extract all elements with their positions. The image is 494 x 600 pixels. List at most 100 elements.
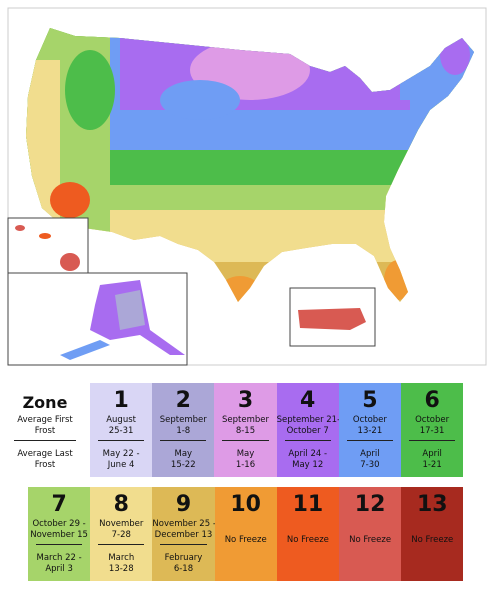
first-frost-line: 7-28 bbox=[111, 530, 131, 540]
last-frost-line: 6-18 bbox=[173, 564, 194, 574]
zone-number: 3 bbox=[237, 388, 254, 413]
last-frost-line: 7-30 bbox=[360, 460, 380, 470]
divider bbox=[98, 544, 145, 545]
last-frost-line: March bbox=[108, 553, 135, 563]
first-frost: October 29 - November 15 bbox=[28, 519, 90, 541]
last-frost-line: 1-21 bbox=[422, 460, 442, 470]
zone-cell: 5 October 13-21 April 7-30 bbox=[338, 383, 401, 477]
first-frost-line: September bbox=[159, 415, 207, 425]
first-frost-line: November 15 bbox=[30, 530, 88, 540]
last-frost-line: 13-28 bbox=[108, 564, 134, 574]
zone-number: 5 bbox=[362, 388, 378, 413]
last-frost: April 7-30 bbox=[339, 449, 401, 471]
zone-label: Zone bbox=[22, 393, 68, 412]
first-frost-line: October bbox=[352, 415, 387, 425]
first-frost: August 25-31 bbox=[90, 415, 152, 437]
zone-number: 8 bbox=[113, 492, 129, 517]
last-frost-line: May bbox=[236, 449, 255, 459]
first-frost-line: October 7 bbox=[286, 426, 329, 436]
zone-cell: 12 No Freeze bbox=[339, 487, 402, 581]
no-freeze-line: No Freeze bbox=[411, 535, 454, 545]
zone-number: 11 bbox=[292, 492, 324, 517]
divider bbox=[222, 440, 269, 441]
last-frost-line: 15-22 bbox=[170, 460, 196, 470]
last-frost: April 24 - May 12 bbox=[277, 449, 339, 471]
no-freeze-line: No Freeze bbox=[349, 535, 392, 545]
first-frost: September 8-15 bbox=[214, 415, 276, 437]
last-frost-label: Average Last Frost bbox=[17, 449, 73, 470]
zone-cell: 8 November 7-28 March 13-28 bbox=[90, 487, 153, 581]
no-freeze: No Freeze bbox=[277, 535, 339, 546]
last-frost-line: February bbox=[164, 553, 203, 563]
last-frost: April 1-21 bbox=[401, 449, 463, 471]
zone-cell: 6 October 17-31 April 1-21 bbox=[401, 383, 464, 477]
zone-number: 9 bbox=[175, 492, 192, 517]
zone-cell: 7 October 29 - November 15 March 22 - April … bbox=[28, 487, 91, 581]
hardiness-map bbox=[7, 7, 487, 366]
first-frost-line: 1-8 bbox=[176, 426, 191, 436]
map-frame bbox=[7, 7, 487, 366]
zone-number: 13 bbox=[416, 492, 448, 517]
first-frost-line: September 21- bbox=[276, 415, 341, 425]
no-freeze: No Freeze bbox=[215, 535, 277, 546]
zone-cell: 2 September 1-8 May 15-22 bbox=[152, 383, 215, 477]
no-freeze-line: No Freeze bbox=[224, 535, 267, 545]
first-frost: November 25 - December 13 bbox=[152, 519, 216, 541]
first-frost-line: December 13 bbox=[154, 530, 213, 540]
zone-cell: 10 No Freeze bbox=[214, 487, 277, 581]
last-frost-line: April bbox=[422, 449, 442, 459]
zone-number: 7 bbox=[51, 492, 67, 517]
last-frost-line: May 22 - bbox=[102, 449, 140, 459]
first-frost-line: November bbox=[99, 519, 144, 529]
first-frost-line: October bbox=[415, 415, 450, 425]
last-frost-line: April 24 - bbox=[288, 449, 328, 459]
zone-number: 4 bbox=[300, 388, 316, 413]
legend-labels: Zone Average First Frost Average Last Fros… bbox=[0, 383, 90, 477]
zone-cell: 1 August 25-31 May 22 - June 4 bbox=[90, 383, 153, 477]
zone-cell: 13 No Freeze bbox=[401, 487, 464, 581]
divider bbox=[284, 440, 331, 441]
first-frost-label: Average First Frost bbox=[17, 415, 73, 436]
zone-number: 10 bbox=[230, 492, 261, 517]
first-frost-line: September bbox=[221, 415, 269, 425]
first-frost-line: 13-21 bbox=[357, 426, 383, 436]
first-frost: September 1-8 bbox=[152, 415, 214, 437]
divider bbox=[409, 440, 456, 441]
last-frost: March 22 - April 3 bbox=[28, 553, 90, 575]
zone-cell: 11 No Freeze bbox=[276, 487, 339, 581]
zone-number: 12 bbox=[354, 492, 386, 517]
divider bbox=[98, 440, 145, 441]
last-frost: March 13-28 bbox=[90, 553, 152, 575]
first-frost: September 21- October 7 bbox=[276, 415, 341, 437]
first-frost-line: 17-31 bbox=[419, 426, 445, 436]
last-frost: May 1-16 bbox=[214, 449, 276, 471]
first-frost-line: 8-15 bbox=[235, 426, 256, 436]
last-frost-line: May bbox=[174, 449, 193, 459]
zone-cell: 3 September 8-15 May 1-16 bbox=[214, 383, 277, 477]
divider bbox=[346, 440, 393, 441]
last-frost-line: April bbox=[360, 449, 380, 459]
last-frost-line: 1-16 bbox=[235, 460, 256, 470]
last-frost: May 15-22 bbox=[152, 449, 214, 471]
first-frost: October 13-21 bbox=[339, 415, 401, 437]
first-frost: October 17-31 bbox=[401, 415, 463, 437]
no-freeze-line: No Freeze bbox=[286, 535, 329, 545]
divider bbox=[160, 544, 207, 545]
no-freeze: No Freeze bbox=[339, 535, 401, 546]
zone-cell: 4 September 21- October 7 April 24 - May 12 bbox=[276, 383, 341, 477]
divider bbox=[36, 544, 83, 545]
zone-number: 2 bbox=[175, 388, 191, 413]
zone-cell: 9 November 25 - December 13 February 6-18 bbox=[152, 487, 216, 581]
last-frost: February 6-18 bbox=[152, 553, 214, 575]
first-frost-line: November 25 - bbox=[152, 519, 216, 529]
zone-number: 6 bbox=[424, 388, 440, 413]
last-frost-line: May 12 bbox=[292, 460, 324, 470]
last-frost-line: June 4 bbox=[107, 460, 135, 470]
first-frost-line: August bbox=[106, 415, 136, 425]
last-frost-line: April 3 bbox=[45, 564, 73, 574]
last-frost: May 22 - June 4 bbox=[90, 449, 152, 471]
last-frost-line: March 22 - bbox=[36, 553, 82, 563]
first-frost: November 7-28 bbox=[90, 519, 152, 541]
zone-number: 1 bbox=[113, 388, 129, 413]
